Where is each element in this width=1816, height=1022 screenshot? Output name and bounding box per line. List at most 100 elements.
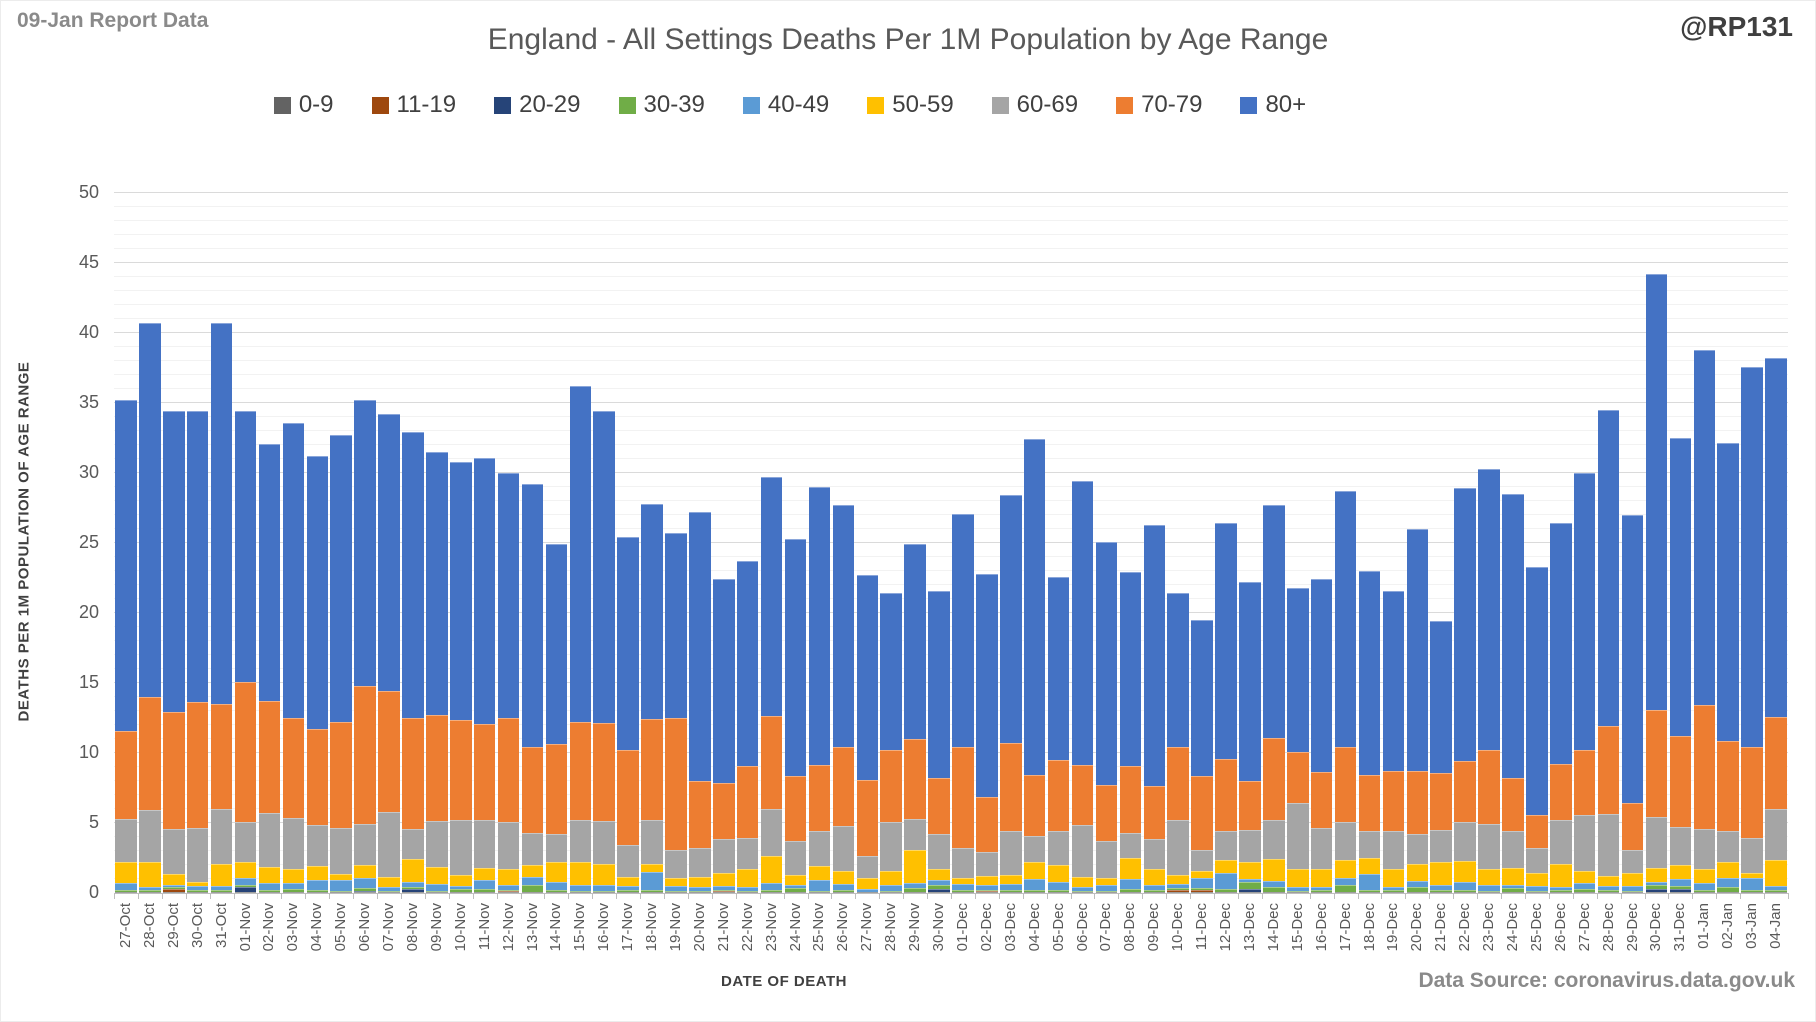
segment-0-9 (641, 892, 663, 893)
segment-70-79 (1191, 776, 1213, 851)
legend-label: 60-69 (1016, 91, 1079, 118)
segment-80+ (545, 544, 568, 744)
segment-0-9 (354, 892, 376, 893)
segment-70-79 (378, 690, 400, 812)
x-tick-mark (1596, 893, 1598, 899)
segment-70-79 (1000, 743, 1022, 832)
segment-70-79 (1263, 737, 1285, 821)
segment-0-9 (952, 892, 974, 893)
x-tick-label: 22-Nov (738, 903, 756, 952)
x-tick-mark (687, 893, 689, 899)
segment-0-9 (1573, 892, 1596, 893)
segment-40-49 (1573, 882, 1596, 889)
segment-0-9 (497, 892, 520, 893)
segment-60-69 (1550, 820, 1572, 864)
segment-50-59 (1382, 869, 1405, 888)
report-data-label: 09-Jan Report Data (17, 9, 209, 32)
x-tick-mark (209, 893, 211, 899)
segment-70-79 (1047, 760, 1070, 832)
segment-30-39 (784, 888, 807, 893)
segment-70-79 (760, 715, 783, 810)
segment-0-9 (1047, 892, 1070, 893)
segment-40-49 (760, 882, 783, 891)
x-tick-mark (759, 893, 761, 899)
x-tick-mark (783, 893, 785, 899)
segment-70-79 (497, 718, 520, 822)
segment-40-49 (1287, 886, 1309, 891)
segment-60-69 (1765, 809, 1787, 861)
x-tick-mark (1620, 893, 1622, 899)
segment-60-69 (545, 834, 568, 862)
bar-28-Nov (880, 593, 902, 893)
segment-30-39 (545, 890, 568, 893)
x-tick-label: 17-Dec (1336, 903, 1354, 952)
x-tick-label: 01-Jan (1695, 903, 1713, 949)
segment-80+ (976, 573, 998, 798)
segment-0-9 (1191, 892, 1213, 893)
segment-60-69 (760, 809, 783, 856)
minor-gridline (114, 514, 1788, 515)
segment-0-9 (378, 891, 400, 893)
segment-40-49 (1047, 881, 1070, 891)
bar-19-Nov (665, 533, 687, 893)
segment-70-79 (1741, 746, 1763, 839)
segment-70-79 (1502, 777, 1524, 832)
x-tick-mark (1046, 893, 1048, 899)
segment-40-49 (1478, 885, 1500, 891)
major-gridline (114, 332, 1788, 333)
bar-05-Dec (1047, 576, 1070, 893)
segment-50-59 (1741, 872, 1763, 878)
segment-80+ (1382, 590, 1405, 771)
segment-0-9 (665, 892, 687, 893)
x-tick-mark (568, 893, 570, 899)
x-tick-mark (1405, 893, 1407, 899)
bar-11-Dec (1191, 620, 1213, 893)
segment-40-49 (354, 878, 376, 889)
x-tick-label: 03-Jan (1743, 903, 1761, 949)
legend-swatch-icon (991, 96, 1009, 114)
legend-swatch-icon (867, 96, 885, 114)
segment-60-69 (1573, 814, 1596, 871)
x-tick-label: 02-Nov (260, 903, 278, 952)
segment-0-9 (139, 892, 161, 893)
segment-80+ (1430, 621, 1452, 773)
minor-gridline (114, 458, 1788, 459)
segment-30-39 (497, 889, 520, 891)
segment-60-69 (1430, 830, 1452, 862)
x-tick-mark (1070, 893, 1072, 899)
minor-gridline (114, 290, 1788, 291)
minor-gridline (114, 276, 1788, 277)
segment-30-39 (139, 890, 161, 893)
segment-30-39 (1047, 890, 1070, 893)
legend-item-30-39: 30-39 (618, 91, 705, 119)
bar-27-Oct (115, 399, 137, 893)
segment-0-9 (736, 892, 759, 893)
x-tick-label: 27-Nov (858, 903, 876, 952)
segment-0-9 (1597, 891, 1620, 893)
segment-60-69 (617, 844, 639, 877)
segment-30-39 (1287, 890, 1309, 893)
segment-40-49 (665, 886, 687, 891)
segment-0-9 (1071, 892, 1094, 893)
segment-40-49 (856, 888, 879, 892)
segment-40-49 (1382, 887, 1405, 891)
segment-40-49 (952, 883, 974, 890)
minor-gridline (114, 626, 1788, 627)
segment-0-9 (1119, 892, 1142, 893)
segment-40-49 (1023, 879, 1046, 890)
segment-40-49 (306, 879, 328, 890)
legend-label: 11-19 (396, 91, 457, 118)
segment-60-69 (1095, 840, 1118, 879)
minor-gridline (114, 738, 1788, 739)
bar-12-Dec (1215, 523, 1237, 893)
segment-40-49 (1741, 877, 1763, 891)
segment-50-59 (521, 865, 544, 877)
segment-50-59 (952, 878, 974, 884)
x-tick-label: 09-Dec (1145, 903, 1163, 952)
segment-70-79 (832, 746, 855, 826)
x-tick-label: 20-Dec (1408, 903, 1426, 952)
segment-40-49 (593, 885, 615, 891)
segment-80+ (1119, 572, 1142, 766)
segment-40-49 (1597, 886, 1620, 890)
